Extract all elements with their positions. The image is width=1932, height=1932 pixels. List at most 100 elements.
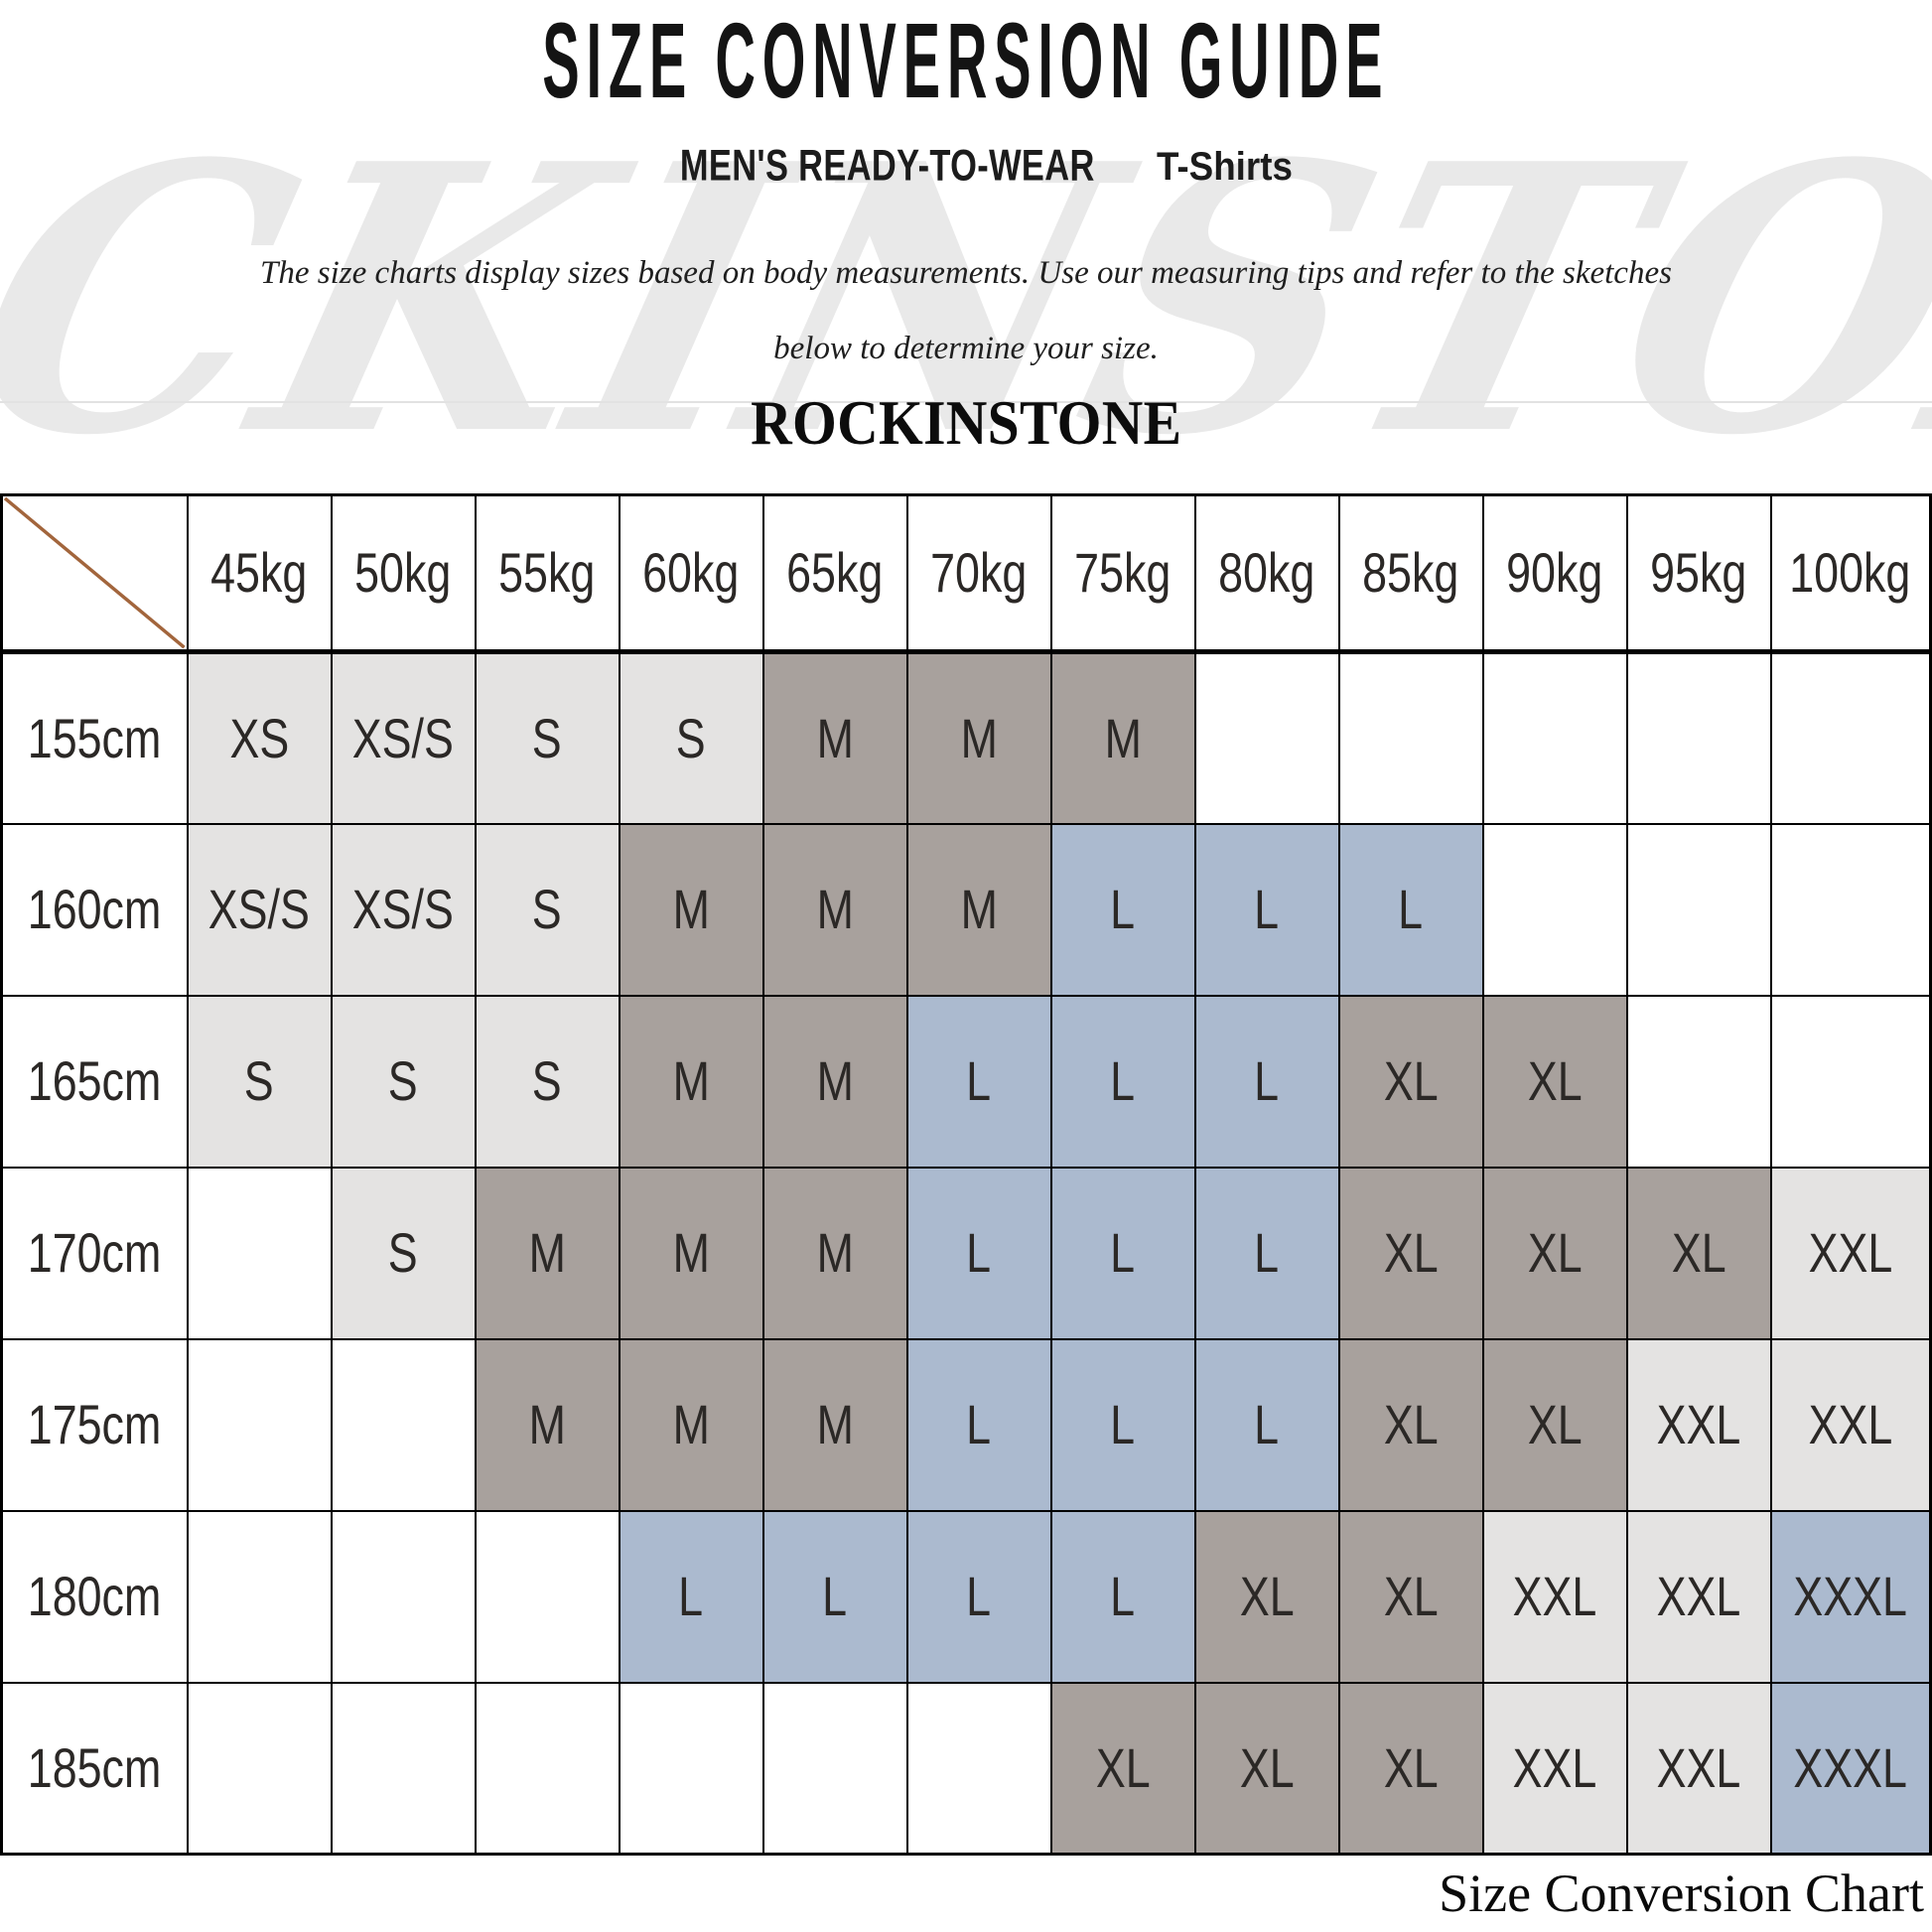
size-cell-label: XS/S bbox=[351, 706, 455, 769]
height-header-label: 180cm bbox=[28, 1565, 162, 1627]
size-cell: XL bbox=[1193, 1681, 1340, 1856]
weight-header: 75kg bbox=[1049, 493, 1196, 654]
size-cell: L bbox=[1049, 1166, 1196, 1340]
size-cell: L bbox=[905, 1337, 1052, 1512]
weight-header-label: 100kg bbox=[1789, 541, 1911, 604]
table-row: 155cm XS XS/S S S M M M bbox=[0, 650, 1932, 825]
weight-header: 80kg bbox=[1193, 493, 1340, 654]
diagonal-line-icon bbox=[3, 496, 186, 647]
size-cell-label: L bbox=[1110, 1049, 1136, 1112]
size-cell: S bbox=[474, 650, 621, 825]
size-cell: M bbox=[618, 1166, 764, 1340]
size-cell: L bbox=[905, 1166, 1052, 1340]
size-cell: L bbox=[905, 1509, 1052, 1684]
size-cell-label: XL bbox=[1095, 1735, 1151, 1799]
size-cell bbox=[1769, 822, 1932, 997]
size-cell-label: XL bbox=[1383, 1565, 1439, 1627]
table-row: 165cm S S S M M L L L XL XL bbox=[0, 994, 1932, 1169]
size-cell: XS bbox=[186, 650, 333, 825]
size-cell-label: XXL bbox=[1656, 1735, 1741, 1799]
size-cell: XL bbox=[1481, 994, 1628, 1169]
size-cell-label: M bbox=[672, 878, 710, 940]
size-cell: XL bbox=[1337, 1337, 1484, 1512]
weight-header: 100kg bbox=[1769, 493, 1932, 654]
size-cell bbox=[186, 1681, 333, 1856]
size-cell-label: XXL bbox=[1808, 1393, 1893, 1455]
size-cell: L bbox=[761, 1509, 908, 1684]
size-cell bbox=[761, 1681, 908, 1856]
height-header-label: 170cm bbox=[28, 1221, 162, 1284]
size-cell-label: L bbox=[966, 1049, 992, 1112]
description: The size charts display sizes based on b… bbox=[0, 254, 1932, 368]
size-cell-label: L bbox=[1254, 1393, 1280, 1455]
size-cell-label: XXL bbox=[1512, 1735, 1597, 1799]
size-cell-label: M bbox=[528, 1221, 566, 1284]
size-cell-label: XL bbox=[1383, 1049, 1439, 1112]
size-cell bbox=[1625, 650, 1772, 825]
height-header-label: 175cm bbox=[28, 1393, 162, 1455]
size-cell-label: L bbox=[1110, 1565, 1136, 1627]
size-cell: M bbox=[761, 1166, 908, 1340]
weight-header-label: 50kg bbox=[354, 541, 452, 604]
subtitle-product: T-Shirts bbox=[1156, 145, 1293, 189]
size-cell bbox=[474, 1681, 621, 1856]
size-cell-label: XL bbox=[1527, 1393, 1583, 1455]
size-cell: S bbox=[474, 822, 621, 997]
size-cell: XS/S bbox=[330, 650, 477, 825]
size-cell-label: XL bbox=[1527, 1221, 1583, 1284]
size-cell bbox=[186, 1166, 333, 1340]
size-cell-label: XS/S bbox=[351, 878, 455, 940]
size-cell bbox=[186, 1509, 333, 1684]
size-cell-label: S bbox=[388, 1049, 418, 1112]
size-cell-label: XXXL bbox=[1793, 1735, 1908, 1799]
size-cell: S bbox=[618, 650, 764, 825]
size-cell-label: M bbox=[672, 1049, 710, 1112]
size-cell bbox=[330, 1509, 477, 1684]
table-row: 170cm S M M M L L L XL XL XL XXL bbox=[0, 1166, 1932, 1340]
size-cell: L bbox=[1049, 1509, 1196, 1684]
weight-header-label: 65kg bbox=[786, 541, 884, 604]
size-cell bbox=[474, 1509, 621, 1684]
size-cell-label: L bbox=[966, 1565, 992, 1627]
size-cell-label: XXL bbox=[1656, 1565, 1741, 1627]
height-header: 165cm bbox=[0, 994, 189, 1169]
weight-header-label: 95kg bbox=[1650, 541, 1747, 604]
size-cell: XL bbox=[1337, 1166, 1484, 1340]
size-cell: XXXL bbox=[1769, 1509, 1932, 1684]
size-cell bbox=[1481, 650, 1628, 825]
height-header-label: 165cm bbox=[28, 1049, 162, 1112]
size-cell: M bbox=[761, 994, 908, 1169]
size-cell: XS/S bbox=[330, 822, 477, 997]
size-cell: XL bbox=[1481, 1166, 1628, 1340]
size-cell: L bbox=[1193, 994, 1340, 1169]
weight-header: 65kg bbox=[761, 493, 908, 654]
size-cell-label: XXXL bbox=[1793, 1565, 1908, 1627]
page-title: SIZE CONVERSION GUIDE bbox=[0, 8, 1932, 115]
size-cell: XXL bbox=[1769, 1337, 1932, 1512]
size-cell-label: M bbox=[672, 1393, 710, 1455]
table-row: 160cm XS/S XS/S S M M M L L L bbox=[0, 822, 1932, 997]
size-cell-label: M bbox=[816, 878, 854, 940]
size-cell-label: L bbox=[1110, 878, 1136, 940]
weight-header-row: 45kg 50kg 55kg 60kg 65kg 70kg 75kg 80kg 85kg 90kg… bbox=[0, 493, 1932, 654]
size-cell: XL bbox=[1337, 1681, 1484, 1856]
height-header: 185cm bbox=[0, 1681, 189, 1856]
diagonal-line bbox=[3, 496, 186, 647]
size-cell: M bbox=[905, 650, 1052, 825]
size-cell-label: S bbox=[388, 1221, 418, 1284]
size-cell: M bbox=[761, 1337, 908, 1512]
size-cell-label: S bbox=[532, 878, 562, 940]
weight-header-label: 90kg bbox=[1506, 541, 1603, 604]
size-cell-label: L bbox=[1254, 1049, 1280, 1112]
chart-caption: Size Conversion Chart bbox=[1439, 1863, 1924, 1923]
size-cell: M bbox=[761, 650, 908, 825]
size-cell-label: L bbox=[966, 1393, 992, 1455]
description-line2: below to determine your size. bbox=[773, 330, 1159, 366]
description-line1: The size charts display sizes based on b… bbox=[260, 255, 1672, 291]
size-cell: S bbox=[474, 994, 621, 1169]
size-cell-label: XL bbox=[1383, 1735, 1439, 1799]
weight-header-label: 55kg bbox=[498, 541, 596, 604]
corner-cell bbox=[0, 493, 189, 654]
size-cell-label: S bbox=[532, 706, 562, 769]
size-cell: XL bbox=[1481, 1337, 1628, 1512]
